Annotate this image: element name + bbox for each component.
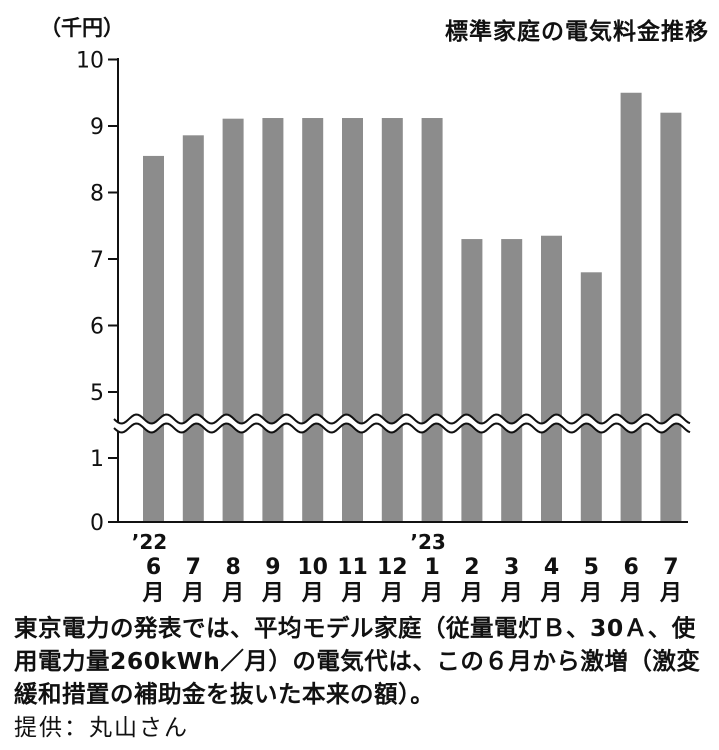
axis-break-band [114,414,690,433]
x-tick-label: 10 月 [297,555,328,606]
axis-break-line [113,413,691,425]
axis-break-line [113,422,691,434]
y-tick-label: 6 [90,315,104,340]
bar [660,112,682,522]
bar [580,272,602,522]
bar [421,118,443,523]
bar [302,118,324,523]
x-tick-label: 11 月 [337,555,368,606]
y-axis-unit-label: （千円） [40,16,124,40]
bar [143,155,164,523]
caption-text: 東京電力の発表では、平均モデル家庭（従量電灯Ｂ、30Ａ、使用電力量260kWh／… [14,614,701,708]
bar [182,135,204,522]
chart-title: 標準家庭の電気料金推移 [445,19,709,45]
bar [342,118,363,523]
y-tick-label: 8 [90,182,104,207]
y-tick-label: 7 [90,248,104,273]
x-tick-label: 12 月 [377,555,408,606]
bar [461,239,483,523]
bar [222,118,244,522]
bar [381,118,403,523]
year-label: ’22 [132,530,167,554]
y-tick-label: 0 [90,511,104,536]
y-tick-label: 1 [90,447,104,472]
bar [262,118,284,523]
bar [620,92,642,522]
y-tick-label: 10 [76,49,104,74]
bar [501,239,523,523]
bar [541,235,562,522]
photo-credit: 提供：丸山さん [14,715,189,741]
year-label: ’23 [410,530,445,554]
y-tick-label: 9 [90,115,104,140]
y-tick-label: 5 [90,381,104,406]
